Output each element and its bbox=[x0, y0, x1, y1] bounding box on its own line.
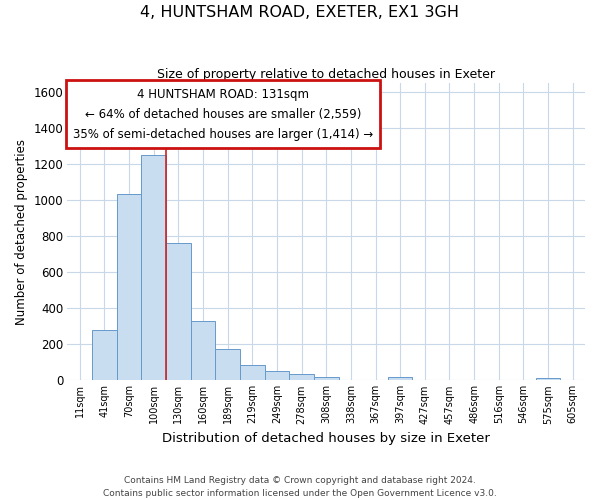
Bar bbox=[142, 155, 166, 380]
Text: 4, HUNTSHAM ROAD, EXETER, EX1 3GH: 4, HUNTSHAM ROAD, EXETER, EX1 3GH bbox=[140, 5, 460, 20]
Bar bbox=[215, 348, 240, 380]
Bar bbox=[240, 364, 265, 380]
Bar bbox=[191, 320, 215, 380]
Bar bbox=[388, 378, 412, 380]
Y-axis label: Number of detached properties: Number of detached properties bbox=[15, 138, 28, 324]
Text: Contains HM Land Registry data © Crown copyright and database right 2024.
Contai: Contains HM Land Registry data © Crown c… bbox=[103, 476, 497, 498]
Bar bbox=[314, 377, 338, 380]
Bar bbox=[92, 330, 117, 380]
Bar bbox=[265, 371, 289, 380]
Bar bbox=[117, 194, 142, 380]
Text: 4 HUNTSHAM ROAD: 131sqm
← 64% of detached houses are smaller (2,559)
35% of semi: 4 HUNTSHAM ROAD: 131sqm ← 64% of detache… bbox=[73, 88, 373, 141]
Bar bbox=[289, 374, 314, 380]
Bar bbox=[536, 378, 560, 380]
Bar bbox=[166, 243, 191, 380]
Title: Size of property relative to detached houses in Exeter: Size of property relative to detached ho… bbox=[157, 68, 495, 80]
X-axis label: Distribution of detached houses by size in Exeter: Distribution of detached houses by size … bbox=[162, 432, 490, 445]
